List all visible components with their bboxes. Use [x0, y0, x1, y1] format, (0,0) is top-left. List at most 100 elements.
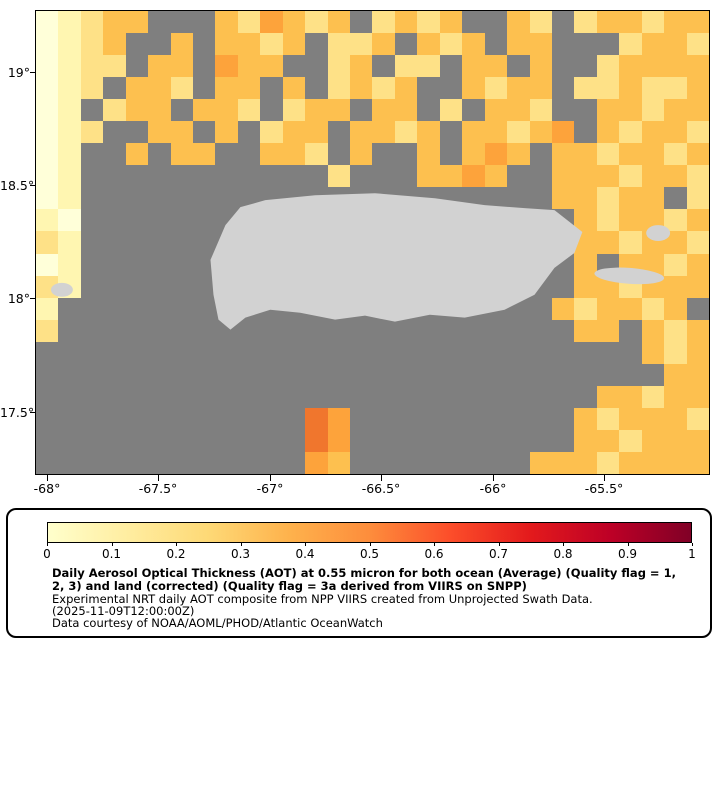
- aot-cell: [215, 77, 238, 100]
- aot-cell: [619, 341, 642, 364]
- aot-cell: [551, 363, 575, 386]
- aot-cell: [372, 143, 395, 166]
- aot-cell: [103, 451, 126, 474]
- land-overlay: [50, 193, 671, 330]
- aot-cell: [36, 231, 59, 254]
- x-axis-tick: [604, 475, 605, 481]
- aot-cell: [193, 231, 216, 254]
- aot-cell: [439, 363, 463, 386]
- aot-cell: [148, 297, 171, 320]
- aot-cell: [439, 99, 463, 122]
- aot-cell: [170, 319, 194, 342]
- aot-cell: [507, 99, 530, 122]
- aot-cell: [215, 429, 238, 452]
- aot-cell: [664, 363, 687, 386]
- aot-cell: [619, 429, 642, 452]
- aot-cell: [125, 385, 149, 408]
- aot-cell: [372, 429, 395, 452]
- aot-cell: [372, 121, 395, 144]
- aot-cell: [193, 33, 216, 56]
- aot-cell: [305, 77, 328, 100]
- aot-cell: [170, 297, 194, 320]
- aot-cell: [664, 165, 687, 188]
- aot-cell: [58, 231, 81, 254]
- aot-cell: [641, 363, 665, 386]
- aot-cell: [170, 99, 194, 122]
- aot-cell: [417, 407, 440, 430]
- aot-cell: [237, 385, 261, 408]
- colorbar-tick-label: 0.9: [617, 547, 638, 561]
- aot-cell: [372, 341, 395, 364]
- aot-cell: [664, 253, 687, 276]
- aot-cell: [237, 319, 261, 342]
- colorbar-tick-mark: [563, 543, 564, 546]
- aot-cell: [80, 165, 104, 188]
- aot-cell: [372, 451, 395, 474]
- aot-cell: [462, 11, 485, 34]
- aot-cell: [619, 209, 642, 232]
- aot-cell: [484, 143, 508, 166]
- y-axis-tick: [30, 298, 36, 299]
- aot-cell: [170, 407, 194, 430]
- aot-cell: [125, 143, 149, 166]
- aot-cell: [529, 319, 552, 342]
- aot-cell: [170, 341, 194, 364]
- x-axis-tick: [270, 475, 271, 481]
- colorbar-tick-label: 1: [688, 547, 696, 561]
- aot-cell: [215, 187, 238, 210]
- aot-cell: [58, 363, 81, 386]
- aot-cell: [125, 77, 149, 100]
- aot-cell: [125, 451, 149, 474]
- y-axis-tick: [30, 72, 36, 73]
- aot-cell: [125, 363, 149, 386]
- aot-cell: [103, 363, 126, 386]
- aot-cell: [596, 363, 620, 386]
- aot-cell: [148, 55, 171, 78]
- aot-cell: [462, 143, 485, 166]
- aot-cell: [170, 451, 194, 474]
- aot-cell: [641, 253, 665, 276]
- aot-cell: [574, 429, 597, 452]
- aot-cell: [305, 99, 328, 122]
- aot-cell: [260, 143, 283, 166]
- aot-cell: [551, 77, 575, 100]
- legend-title-line2: 2, 3) and land (corrected) (Quality flag…: [52, 579, 527, 593]
- aot-cell: [305, 451, 328, 474]
- aot-cell: [215, 33, 238, 56]
- aot-cell: [529, 407, 552, 430]
- aot-cell: [439, 33, 463, 56]
- aot-cell: [417, 363, 440, 386]
- colorbar-tick-label: 0.6: [424, 547, 444, 561]
- aot-cell: [462, 77, 485, 100]
- aot-cell: [148, 429, 171, 452]
- aot-cell: [641, 99, 665, 122]
- aot-cell: [574, 253, 597, 276]
- aot-cell: [327, 11, 351, 34]
- aot-cell: [215, 407, 238, 430]
- aot-cell: [372, 385, 395, 408]
- aot-cell: [596, 231, 620, 254]
- aot-cell: [439, 121, 463, 144]
- aot-cell: [664, 275, 687, 298]
- aot-cell: [507, 385, 530, 408]
- aot-cell: [664, 297, 687, 320]
- aot-cell: [80, 33, 104, 56]
- aot-cell: [641, 187, 665, 210]
- aot-cell: [282, 99, 306, 122]
- aot-cell: [125, 11, 149, 34]
- aot-cell: [350, 55, 373, 78]
- aot-cell: [58, 143, 81, 166]
- aot-cell: [193, 55, 216, 78]
- aot-cell: [80, 99, 104, 122]
- aot-cell: [417, 385, 440, 408]
- aot-cell: [417, 341, 440, 364]
- aot-cell: [282, 319, 306, 342]
- aot-cell: [394, 121, 418, 144]
- aot-cell: [484, 77, 508, 100]
- aot-cell: [58, 187, 81, 210]
- aot-cell: [529, 11, 552, 34]
- aot-cell: [507, 77, 530, 100]
- aot-cell: [551, 297, 575, 320]
- aot-cell: [686, 231, 709, 254]
- aot-cell: [596, 297, 620, 320]
